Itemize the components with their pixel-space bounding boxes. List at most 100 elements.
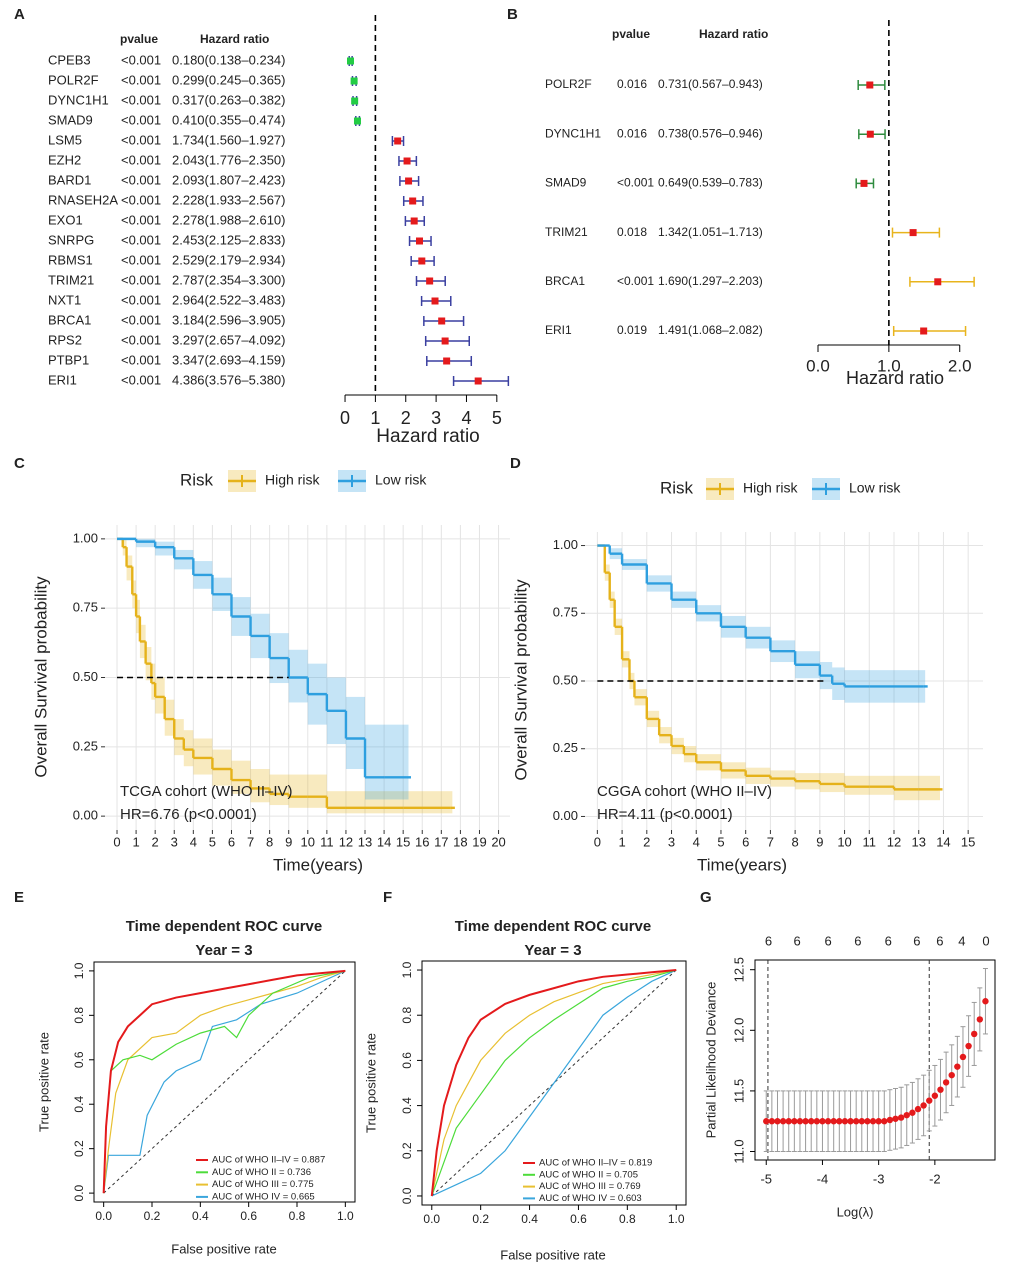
- x-axis-title: Hazard ratio: [376, 426, 480, 447]
- hazard-ratio-label: 0.180(0.138–0.234): [172, 52, 285, 67]
- hazard-ratio-label: 0.731(0.567–0.943): [658, 77, 763, 91]
- gene-label: CPEB3: [48, 52, 91, 67]
- pvalue-label: <0.001: [121, 72, 161, 87]
- deviance-point: [926, 1097, 933, 1104]
- x-tick-label: 9: [285, 834, 292, 849]
- pvalue-label: <0.001: [121, 272, 161, 287]
- pvalue-label: 0.019: [617, 323, 647, 337]
- confidence-band: [193, 738, 213, 775]
- legend-label: AUC of WHO IV = 0.603: [539, 1193, 642, 1204]
- hazard-ratio-point: [410, 217, 418, 225]
- confidence-band: [155, 541, 175, 556]
- hazard-ratio-label: 1.734(1.560–1.927): [172, 132, 285, 147]
- deviance-point: [791, 1118, 798, 1125]
- pvalue-label: <0.001: [121, 212, 161, 227]
- confidence-band: [819, 773, 845, 793]
- pvalue-label: <0.001: [121, 312, 161, 327]
- x-tick-label: 15: [961, 834, 975, 849]
- x-tick-label: 1.0: [337, 1209, 354, 1223]
- y-tick-label: 11.0: [731, 1139, 746, 1163]
- x-tick-label: 6: [228, 834, 235, 849]
- legend-label: Low risk: [849, 480, 901, 496]
- y-axis-title: True positive rate: [36, 1032, 51, 1132]
- deviance-point: [892, 1115, 899, 1122]
- x-tick-label: 2.0: [948, 356, 972, 375]
- gene-label: RNASEH2A: [48, 192, 118, 207]
- x-tick-label: 1.0: [877, 356, 901, 375]
- chart-title: Time dependent ROC curve: [455, 918, 651, 935]
- hazard-ratio-label: 0.317(0.263–0.382): [172, 92, 285, 107]
- roc-curve: [103, 970, 346, 1194]
- hazard-ratio-label: 0.649(0.539–0.783): [658, 176, 763, 190]
- pvalue-label: <0.001: [121, 332, 161, 347]
- legend-title: Risk: [660, 478, 694, 497]
- gene-label: RBMS1: [48, 252, 93, 267]
- confidence-band: [403, 791, 451, 814]
- x-tick-label: 5: [209, 834, 216, 849]
- column-header: pvalue: [612, 27, 650, 41]
- deviance-point: [920, 1102, 927, 1109]
- hazard-ratio-point: [934, 278, 942, 286]
- legend-label: High risk: [265, 472, 320, 488]
- x-tick-label: 0.0: [423, 1212, 440, 1226]
- deviance-point: [875, 1118, 882, 1125]
- x-tick-label: 2: [152, 834, 159, 849]
- y-tick-label: 0.00: [73, 808, 98, 823]
- hazard-ratio-point: [416, 237, 424, 245]
- confidence-band: [894, 775, 919, 801]
- x-tick-label: 2: [401, 408, 411, 428]
- hazard-ratio-point: [866, 130, 874, 138]
- y-tick-label: 0.8: [72, 1007, 86, 1024]
- hazard-ratio-point: [474, 377, 482, 385]
- confidence-band: [844, 775, 870, 795]
- legend-label: High risk: [743, 480, 798, 496]
- x-tick-label: 3: [431, 408, 441, 428]
- x-tick-label: 0.6: [570, 1212, 587, 1226]
- x-tick-label: 4: [461, 408, 471, 428]
- column-header: Hazard ratio: [699, 27, 768, 41]
- deviance-point: [909, 1109, 916, 1116]
- pvalue-label: <0.001: [121, 152, 161, 167]
- x-tick-label: 0.0: [806, 356, 830, 375]
- pvalue-label: <0.001: [121, 372, 161, 387]
- confidence-band: [869, 775, 895, 795]
- deviance-point: [954, 1063, 961, 1070]
- x-tick-label: 5: [492, 408, 502, 428]
- deviance-point: [779, 1118, 787, 1125]
- hazard-ratio-label: 4.386(3.576–5.380): [172, 372, 285, 387]
- x-tick-label: 2: [643, 834, 650, 849]
- y-tick-label: 0.50: [73, 669, 98, 684]
- x-tick-label: 14: [936, 834, 950, 849]
- x-tick-label: -5: [760, 1171, 772, 1186]
- gene-label: BARD1: [48, 172, 91, 187]
- confidence-band: [164, 699, 175, 736]
- y-tick-label: 0.6: [400, 1052, 414, 1069]
- column-header: Hazard ratio: [200, 32, 269, 46]
- y-tick-label: 0.4: [72, 1096, 86, 1113]
- hazard-ratio-point: [860, 179, 868, 187]
- confidence-band: [151, 663, 156, 700]
- deviance-point: [931, 1092, 939, 1099]
- x-tick-label: 1: [618, 834, 625, 849]
- x-tick-label: -3: [873, 1171, 885, 1186]
- deviance-point: [886, 1116, 894, 1124]
- deviance-point: [897, 1114, 905, 1121]
- panel-label: B: [507, 6, 518, 23]
- pvalue-label: <0.001: [121, 252, 161, 267]
- x-tick-label: 19: [472, 834, 486, 849]
- legend-label: AUC of WHO II–IV = 0.819: [539, 1158, 652, 1169]
- roc-curve: [103, 970, 346, 1194]
- roc-curve: [431, 969, 677, 1197]
- annotation: HR=6.76 (p<0.0001): [120, 806, 257, 823]
- x-axis-title: Hazard ratio: [846, 368, 944, 388]
- hazard-ratio-label: 1.342(1.051–1.713): [658, 225, 763, 239]
- y-tick-label: 1.00: [73, 530, 98, 545]
- confidence-band: [345, 696, 366, 769]
- deviance-point: [937, 1086, 944, 1093]
- hazard-ratio-label: 2.043(1.776–2.350): [172, 152, 285, 167]
- x-tick-label: 11: [320, 834, 334, 849]
- x-tick-label: 0: [594, 834, 601, 849]
- pvalue-label: <0.001: [121, 292, 161, 307]
- deviance-point: [864, 1118, 871, 1125]
